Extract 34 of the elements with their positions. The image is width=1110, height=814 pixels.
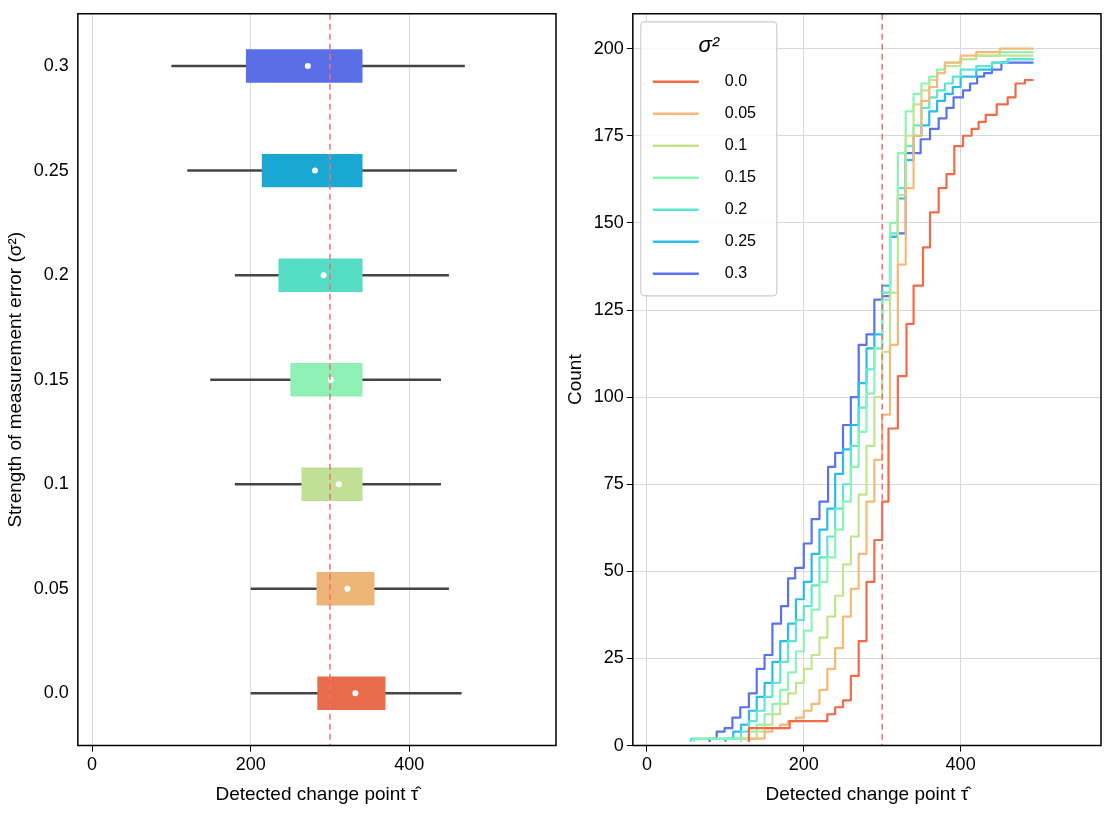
y-tick-label: 0.25 bbox=[33, 159, 69, 180]
y-tick-label: 175 bbox=[593, 124, 624, 145]
x-axis-title: Detected change point τ̂ bbox=[765, 782, 973, 804]
y-tick-label: 0.0 bbox=[43, 682, 69, 703]
y-tick-label: 0.05 bbox=[33, 577, 69, 598]
y-tick-label: 50 bbox=[603, 560, 624, 581]
y-tick-label: 25 bbox=[603, 647, 624, 668]
legend-label: 0.0 bbox=[724, 72, 748, 90]
y-tick-label: 100 bbox=[593, 386, 624, 407]
x-tick-label: 400 bbox=[945, 754, 976, 775]
y-tick-label: 0 bbox=[613, 734, 624, 755]
y-tick-label: 0.3 bbox=[43, 55, 69, 76]
x-tick-label: 0 bbox=[87, 754, 98, 775]
x-tick-label: 200 bbox=[788, 754, 819, 775]
legend-label: 0.3 bbox=[724, 264, 748, 282]
legend-label: 0.15 bbox=[724, 168, 757, 186]
y-tick-label: 200 bbox=[593, 37, 624, 58]
x-tick-label: 400 bbox=[394, 754, 425, 775]
y-axis-title: Strength of measurement error (σ²) bbox=[3, 231, 25, 528]
y-tick-label: 0.15 bbox=[33, 368, 69, 389]
x-tick-label: 0 bbox=[641, 754, 652, 775]
legend-label: 0.25 bbox=[724, 232, 757, 250]
legend-title: σ² bbox=[698, 31, 720, 57]
y-tick-label: 125 bbox=[593, 298, 624, 319]
x-tick-label: 200 bbox=[235, 754, 266, 775]
legend-label: 0.2 bbox=[724, 200, 748, 218]
x-axis-title: Detected change point τ̂ bbox=[215, 782, 423, 804]
y-tick-label: 0.1 bbox=[43, 473, 69, 494]
y-tick-label: 150 bbox=[593, 211, 624, 232]
legend-label: 0.1 bbox=[724, 136, 748, 154]
y-tick-label: 75 bbox=[603, 473, 624, 494]
y-tick-label: 0.2 bbox=[43, 264, 69, 285]
legend-label: 0.05 bbox=[724, 104, 757, 122]
y-axis-title: Count bbox=[563, 353, 585, 406]
